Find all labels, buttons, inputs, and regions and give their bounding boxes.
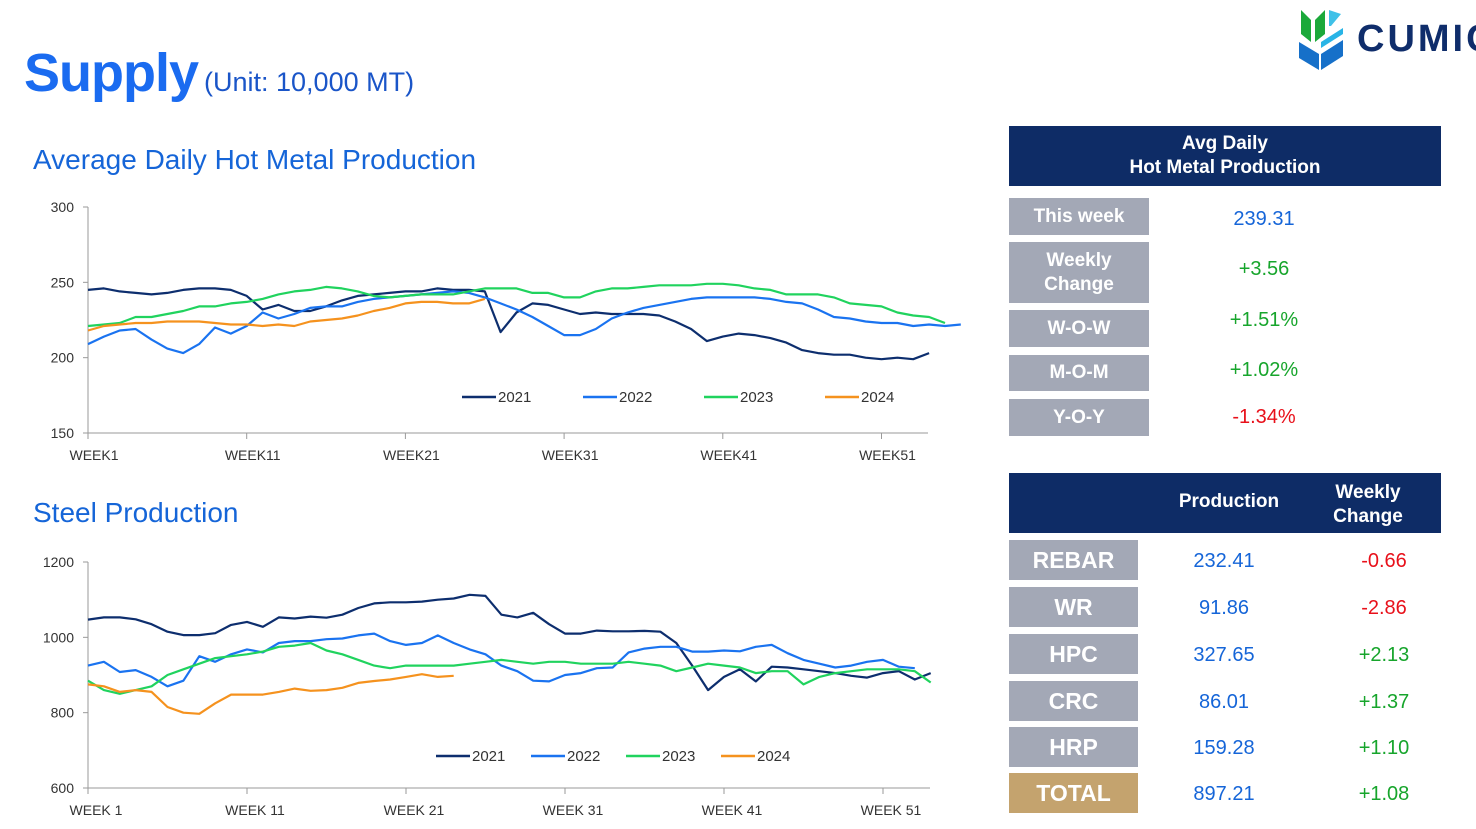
production-row-label: REBAR — [1009, 540, 1138, 580]
x-tick-label: WEEK 11 — [225, 802, 285, 818]
legend-label-2024: 2024 — [861, 389, 894, 406]
page-title-text: Supply — [24, 43, 199, 103]
y-tick-label: 200 — [51, 350, 75, 366]
production-value: 232.41 — [1193, 550, 1255, 572]
series-line-2021 — [87, 287, 930, 361]
weekly-change-value: +1.08 — [1358, 783, 1410, 805]
hm-value: +1.02% — [1229, 358, 1299, 381]
page-title: Supply (Unit: 10,000 MT) — [24, 40, 414, 115]
y-tick-label: 600 — [51, 780, 75, 796]
hm-row-yoy: Y-O-Y -1.34% — [1009, 399, 1441, 436]
production-value: 159.28 — [1193, 737, 1255, 759]
hm-row-mom: M-O-M +1.02% — [1009, 355, 1441, 391]
production-row-label: HPC — [1009, 634, 1138, 674]
x-tick-label: WEEK 41 — [702, 802, 763, 818]
hm-label: This week — [1009, 198, 1149, 235]
legend-label-2022: 2022 — [567, 748, 600, 765]
cumic-logo: CUMIC — [1297, 8, 1476, 72]
legend-label-2023: 2023 — [740, 389, 773, 406]
y-tick-label: 150 — [51, 425, 75, 441]
steel-chart-title: Steel Production — [33, 497, 239, 528]
x-tick-label: WEEK11 — [225, 447, 281, 463]
x-tick-label: WEEK41 — [700, 447, 757, 463]
weekly-change-header-line1: Weekly — [1335, 482, 1401, 503]
production-row-label: TOTAL — [1009, 773, 1138, 813]
hot-metal-panel-header: Avg Daily Hot Metal Production — [1009, 126, 1441, 186]
x-tick-label: WEEK1 — [69, 447, 118, 463]
weekly-change-value: +1.10 — [1358, 737, 1410, 759]
hot-metal-panel-title-line2: Hot Metal Production — [1129, 157, 1321, 178]
hm-label: Y-O-Y — [1009, 399, 1149, 436]
weekly-change-value: +2.13 — [1358, 644, 1410, 666]
weekly-change-value: +1.37 — [1358, 691, 1410, 713]
series-line-2021 — [87, 593, 932, 692]
weekly-change-value: -0.66 — [1361, 550, 1407, 572]
y-tick-label: 300 — [51, 199, 75, 215]
y-tick-label: 1200 — [43, 554, 74, 570]
x-tick-label: WEEK51 — [859, 447, 916, 463]
legend-label-2021: 2021 — [472, 748, 505, 765]
hm-value: +1.51% — [1229, 309, 1299, 331]
production-value: 86.01 — [1198, 691, 1250, 713]
production-value: 327.65 — [1193, 644, 1255, 666]
x-tick-label: WEEK 21 — [384, 802, 445, 818]
x-tick-label: WEEK 51 — [861, 802, 922, 818]
production-row-hpc: HPC 327.65 +2.13 — [1009, 634, 1441, 674]
hm-value: +3.56 — [1238, 258, 1290, 280]
hm-label: M-O-M — [1009, 355, 1149, 391]
production-row-wr: WR 91.86 -2.86 — [1009, 587, 1441, 627]
series-line-2022 — [87, 290, 961, 355]
legend-label-2022: 2022 — [619, 389, 652, 406]
series-line-2023 — [87, 641, 932, 695]
hm-row-weekly-change: Weekly Change +3.56 — [1009, 242, 1441, 303]
steel-production-line-chart: 600 800 1000 1200 WEEK 1 WEEK 11 WEEK 21 WEEK 3… — [43, 554, 932, 818]
y-tick-label: 1000 — [43, 629, 74, 645]
y-tick-label: 800 — [51, 705, 75, 721]
production-row-total: TOTAL 897.21 +1.08 — [1009, 773, 1441, 813]
weekly-change-column-header: Weekly Change — [1309, 481, 1427, 529]
hm-value: 239.31 — [1233, 208, 1295, 230]
production-summary-panel: Production Weekly Change REBAR 232.41 -0… — [1009, 473, 1441, 813]
x-tick-label: WEEK 31 — [543, 802, 604, 818]
production-row-label: CRC — [1009, 681, 1138, 721]
production-column-header: Production — [1178, 491, 1280, 512]
weekly-change-value: -2.86 — [1361, 597, 1407, 619]
production-row-crc: CRC 86.01 +1.37 — [1009, 681, 1441, 721]
logo-leaf-icon — [1299, 10, 1343, 70]
hm-label: Weekly Change — [1009, 242, 1149, 303]
hm-row-wow: W-O-W +1.51% — [1009, 309, 1441, 347]
series-line-2024 — [87, 673, 454, 715]
x-tick-label: WEEK 1 — [70, 802, 123, 818]
production-panel-header: Production Weekly Change — [1009, 473, 1441, 533]
hm-label: W-O-W — [1009, 310, 1149, 347]
y-tick-label: 250 — [51, 274, 75, 290]
production-row-hrp: HRP 159.28 +1.10 — [1009, 727, 1441, 767]
legend-label-2021: 2021 — [498, 389, 531, 406]
x-tick-label: WEEK21 — [383, 447, 440, 463]
production-row-label: WR — [1009, 587, 1138, 627]
production-row-rebar: REBAR 232.41 -0.66 — [1009, 540, 1441, 580]
production-value: 897.21 — [1193, 783, 1255, 805]
weekly-change-header-line2: Change — [1333, 506, 1403, 527]
x-tick-label: WEEK31 — [542, 447, 599, 463]
logo-text: CUMIC — [1357, 18, 1476, 60]
series-line-2024 — [87, 297, 486, 332]
series-line-2023 — [87, 282, 946, 328]
unit-label: (Unit: 10,000 MT) — [204, 67, 415, 97]
hm-value: -1.34% — [1232, 406, 1296, 428]
hot-metal-line-chart: 150 200 250 300 WEEK1 WEEK11 WEEK21 WEEK31 WEEK4… — [51, 199, 961, 463]
hot-metal-chart-title: Average Daily Hot Metal Production — [33, 144, 477, 175]
legend-label-2023: 2023 — [662, 748, 695, 765]
hot-metal-summary-panel: Avg Daily Hot Metal Production This week… — [1009, 126, 1441, 436]
production-value: 91.86 — [1198, 597, 1250, 619]
hot-metal-panel-title-line1: Avg Daily — [1182, 133, 1268, 154]
legend-label-2024: 2024 — [757, 748, 790, 765]
production-row-label: HRP — [1009, 727, 1138, 767]
hm-row-this-week: This week 239.31 — [1009, 198, 1441, 235]
